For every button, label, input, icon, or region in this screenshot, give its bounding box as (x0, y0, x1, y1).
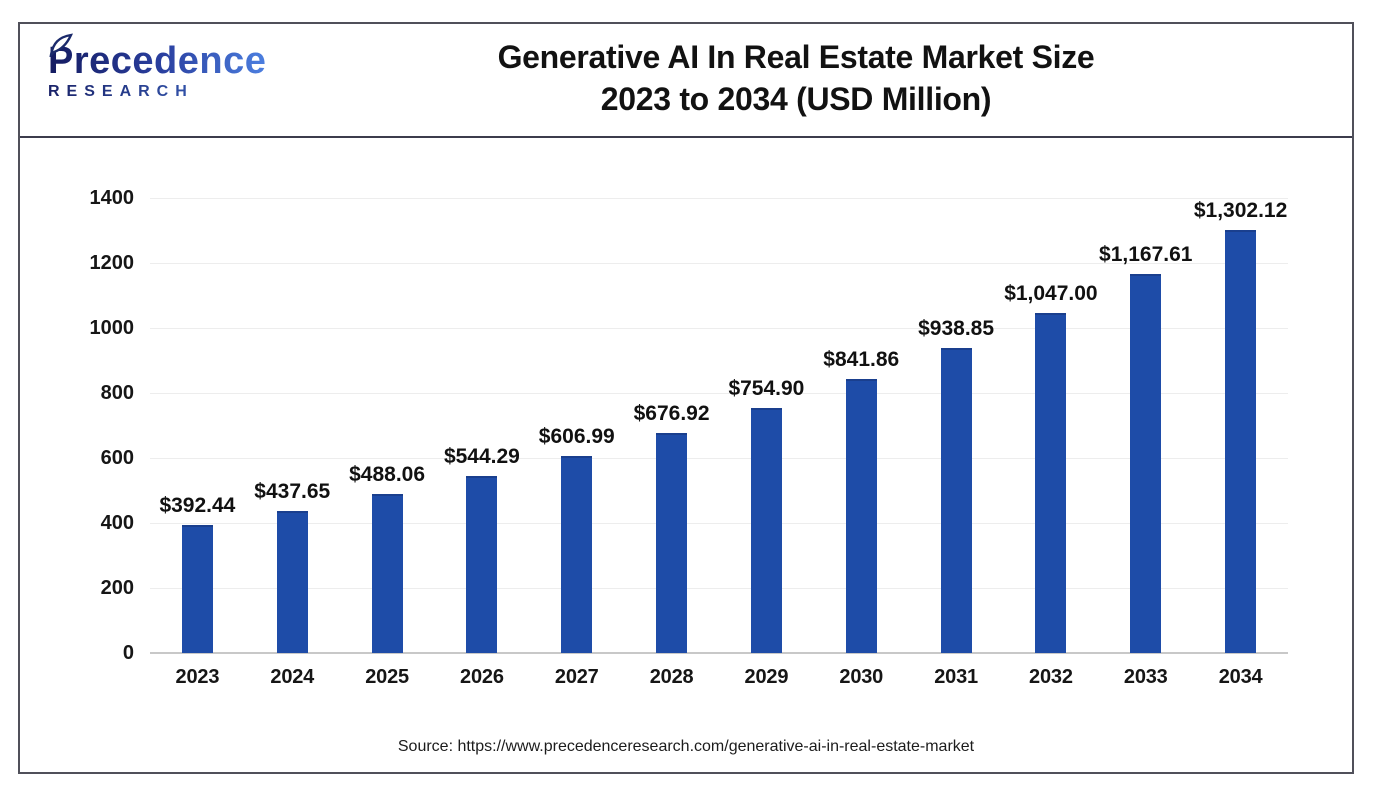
x-axis-year-label: 2024 (270, 666, 315, 688)
chart-title-line1: Generative AI In Real Estate Market Size (497, 39, 1095, 75)
logo-wordmark: Precedence (48, 40, 267, 82)
y-axis-tick-label: 800 (100, 382, 134, 404)
bar (181, 525, 213, 653)
chart-title: Generative AI In Real Estate Market Size… (250, 37, 1342, 120)
header: Precedence RESEARCH Generative AI In Rea… (20, 24, 1352, 138)
y-axis-tick-label: 1200 (89, 252, 135, 274)
bar-value-label: $676.92 (633, 402, 710, 425)
x-axis-year-label: 2028 (649, 666, 694, 688)
x-axis-year-label: 2026 (460, 666, 504, 688)
x-axis-year-label: 2032 (1029, 666, 1073, 688)
y-axis-tick-label: 600 (100, 447, 134, 469)
y-axis-tick-label: 400 (100, 512, 134, 534)
bar-value-label: $437.65 (254, 479, 331, 503)
bar (561, 455, 593, 653)
gridline (150, 522, 1288, 524)
x-axis-line (150, 652, 1288, 654)
y-axis-tick-label: 200 (100, 577, 134, 599)
y-axis-tick-label: 1400 (89, 187, 135, 209)
bar (940, 347, 972, 653)
bar-value-label: $544.29 (443, 445, 520, 469)
chart-frame: Precedence RESEARCH Generative AI In Rea… (18, 22, 1354, 774)
bar (1130, 273, 1162, 653)
bar-value-label: $606.99 (538, 424, 615, 448)
bar (371, 494, 403, 653)
x-axis-year-label: 2027 (554, 666, 599, 688)
bar (1225, 229, 1257, 653)
bar-value-label: $1,047.00 (1004, 281, 1098, 305)
gridline (150, 587, 1288, 589)
y-axis-tick-label: 0 (122, 642, 134, 664)
x-axis-year-label: 2033 (1123, 666, 1168, 688)
bar-value-label: $938.85 (918, 316, 995, 340)
gridline (150, 327, 1288, 329)
gridline (150, 392, 1288, 394)
bar-value-label: $392.44 (159, 494, 236, 518)
logo-leaf-icon (49, 33, 74, 62)
x-axis-year-label: 2023 (175, 666, 220, 688)
x-axis-year-label: 2025 (365, 666, 409, 688)
x-axis-year-label: 2031 (934, 666, 978, 688)
x-axis-year-label: 2029 (744, 666, 789, 688)
bar-value-label: $1,167.61 (1099, 242, 1193, 266)
bar-value-label: $1,302.12 (1193, 198, 1288, 222)
bar (656, 433, 688, 653)
gridline (150, 262, 1288, 264)
bar (845, 379, 877, 653)
precedence-logo: Precedence RESEARCH (48, 33, 278, 101)
bar (750, 407, 782, 653)
bar (276, 510, 308, 653)
bar (1035, 312, 1067, 653)
bar (466, 476, 498, 653)
x-axis-year-label: 2030 (839, 666, 884, 688)
y-axis-tick-label: 1000 (89, 317, 135, 339)
source-text: Source: https://www.precedenceresearch.c… (397, 738, 975, 755)
chart-title-line2: 2023 to 2034 (USD Million) (600, 80, 992, 117)
plot-area: 0 200 400 600 800 1000 1200 1400 $392.44 2023 $437… (90, 187, 1288, 688)
gridline (150, 457, 1288, 459)
bar-value-label: $841.86 (823, 348, 900, 372)
x-axis-year-label: 2034 (1218, 666, 1263, 688)
bar-value-label: $488.06 (349, 463, 426, 487)
bar-value-label: $754.90 (728, 376, 805, 400)
logo-subtext: RESEARCH (48, 83, 278, 101)
gridline (150, 197, 1288, 199)
